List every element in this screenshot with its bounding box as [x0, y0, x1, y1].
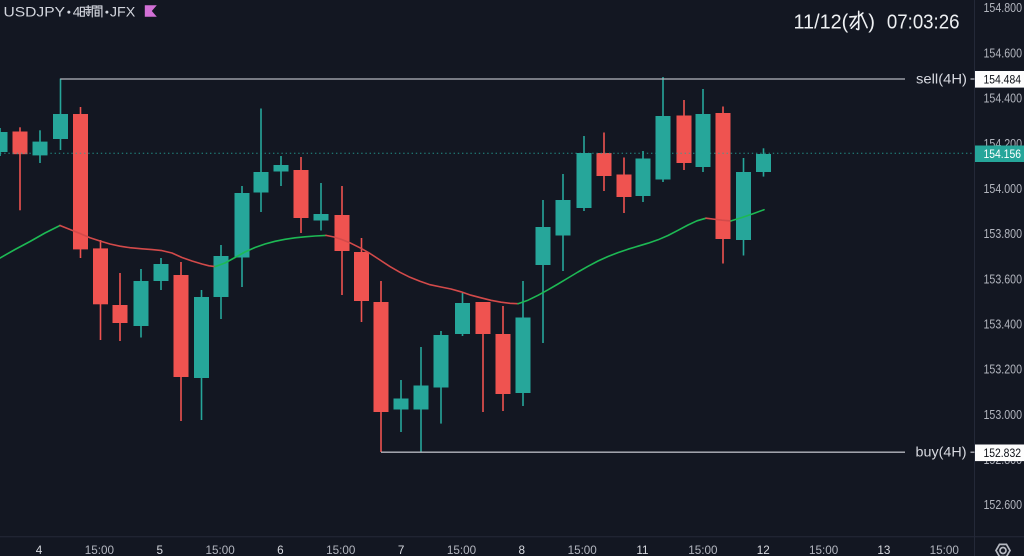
svg-text:152.600: 152.600 [984, 497, 1023, 512]
svg-text:11: 11 [636, 544, 648, 556]
svg-text:4: 4 [73, 5, 81, 20]
svg-text:153.200: 153.200 [984, 362, 1023, 377]
svg-text:15:00: 15:00 [447, 544, 477, 556]
svg-text:15:00: 15:00 [809, 544, 839, 556]
svg-text:8: 8 [519, 544, 526, 556]
svg-text:154.156: 154.156 [984, 147, 1022, 161]
svg-text:11/12(: 11/12( [794, 11, 849, 33]
svg-text:154.000: 154.000 [984, 181, 1023, 196]
svg-text:sell(4H): sell(4H) [916, 71, 967, 86]
svg-text:15:00: 15:00 [568, 544, 598, 556]
svg-text:5: 5 [156, 544, 163, 556]
svg-text:152.832: 152.832 [984, 446, 1022, 460]
svg-text:153.800: 153.800 [984, 226, 1023, 241]
svg-text:JFX: JFX [110, 5, 135, 20]
svg-text:154.400: 154.400 [984, 91, 1023, 106]
svg-text:154.800: 154.800 [984, 0, 1023, 15]
svg-text:USDJPY: USDJPY [4, 5, 66, 20]
svg-text:13: 13 [877, 544, 890, 556]
svg-text:154.484: 154.484 [984, 73, 1022, 87]
svg-text:153.000: 153.000 [984, 407, 1023, 422]
svg-text:07:03:26: 07:03:26 [887, 11, 960, 33]
svg-text:15:00: 15:00 [326, 544, 356, 556]
svg-text:buy(4H): buy(4H) [916, 444, 967, 459]
svg-text:153.400: 153.400 [984, 317, 1023, 332]
svg-text:15:00: 15:00 [930, 544, 960, 556]
svg-text:153.600: 153.600 [984, 271, 1023, 286]
svg-text:7: 7 [398, 544, 405, 556]
svg-text:6: 6 [277, 544, 284, 556]
svg-text:12: 12 [757, 544, 770, 556]
svg-text:): ) [868, 11, 875, 33]
svg-text:154.600: 154.600 [984, 45, 1023, 60]
svg-text:15:00: 15:00 [205, 544, 235, 556]
svg-text:15:00: 15:00 [688, 544, 718, 556]
svg-text:4: 4 [36, 544, 43, 556]
svg-text:15:00: 15:00 [85, 544, 115, 556]
